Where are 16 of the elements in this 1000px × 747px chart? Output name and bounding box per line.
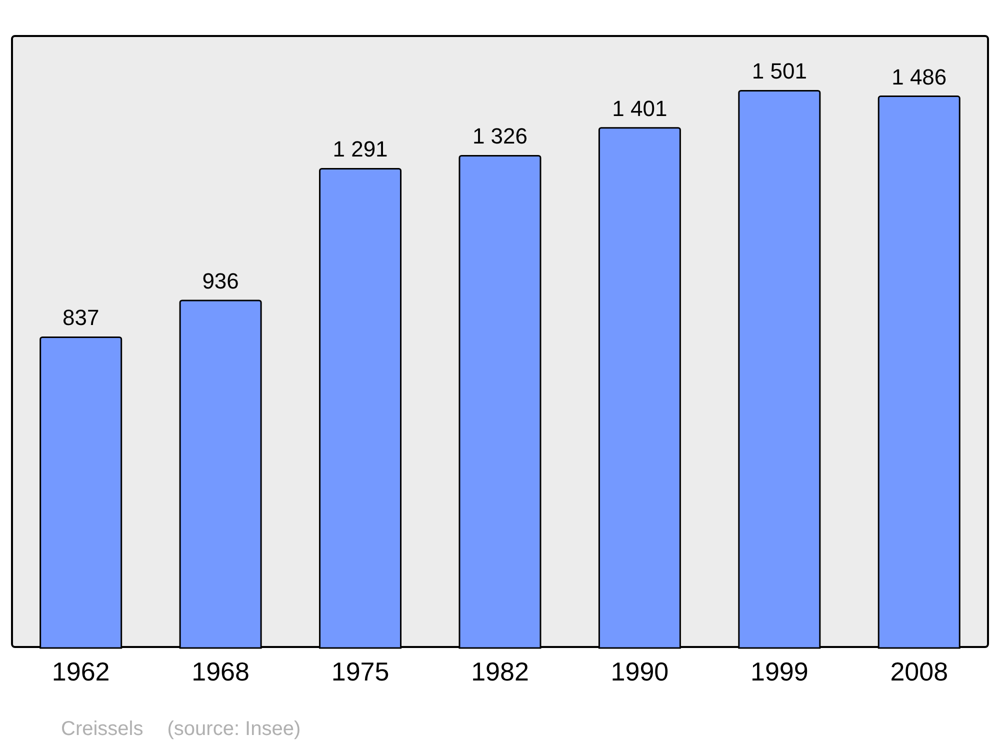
text: (source: Insee): [167, 718, 301, 741]
x-tick-label: 2008: [890, 656, 948, 686]
data-label: 1 401: [612, 96, 668, 121]
data-label: 837: [62, 305, 100, 330]
x-tick-label: 1968: [192, 656, 250, 686]
data-label: 1 326: [472, 124, 528, 149]
data-label: 1 291: [332, 136, 388, 162]
x-tick-label: 1975: [331, 656, 390, 686]
x-tick-label: 1990: [610, 656, 669, 686]
data-label: 1 486: [892, 64, 947, 90]
text: Creissels: [61, 718, 144, 741]
x-tick-label: 1999: [750, 656, 808, 686]
data-label: 1 501: [752, 58, 807, 84]
data-label: 936: [202, 268, 239, 294]
x-tick-label: 1962: [52, 656, 110, 686]
x-tick-label: 1982: [471, 656, 529, 686]
